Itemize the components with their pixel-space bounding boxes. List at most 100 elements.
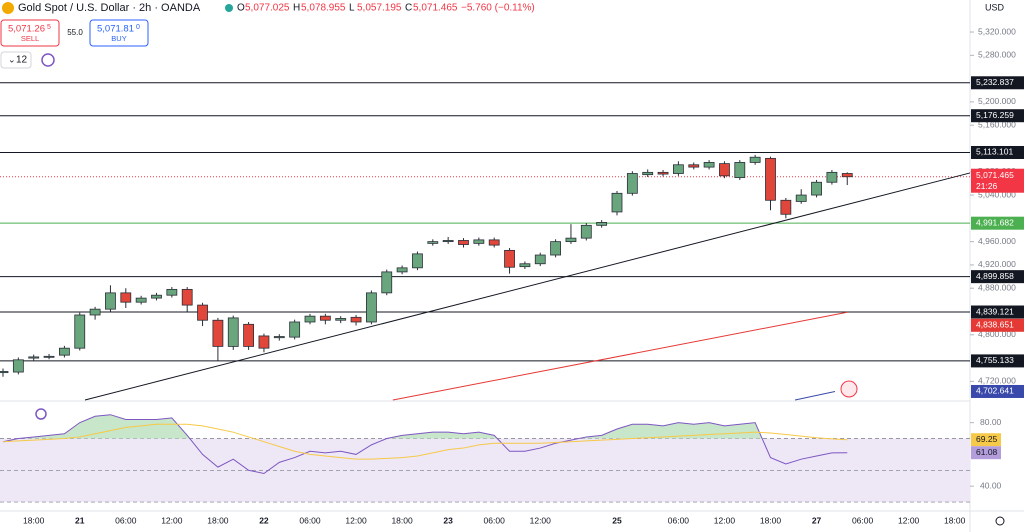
candle-body	[151, 294, 162, 299]
candle-body	[381, 271, 393, 294]
x-tick-label: 23	[443, 515, 453, 525]
candle-body	[166, 288, 178, 296]
candle-body	[43, 355, 55, 358]
level-label-box	[971, 305, 1024, 319]
sell-price: 5,071.26	[8, 24, 45, 35]
candle-body	[611, 192, 623, 213]
level-label: 4,899.858	[976, 271, 1014, 281]
candle-body	[442, 240, 454, 243]
x-tick-label: 12:00	[161, 515, 183, 525]
sell-button[interactable]	[0, 19, 60, 47]
x-tick-label: 06:00	[299, 515, 321, 525]
candle-body	[181, 288, 193, 306]
market-status	[225, 4, 233, 12]
candle-body	[319, 315, 331, 321]
rsi-value-label: 69.25	[976, 434, 998, 444]
sync-icon[interactable]	[41, 53, 55, 67]
settings-icon[interactable]	[995, 516, 1005, 526]
level-label-box	[971, 216, 1024, 230]
x-tick-label: 18:00	[944, 515, 966, 525]
rsi-sync-icon[interactable]	[35, 408, 47, 420]
candle-body	[243, 323, 255, 347]
rsi-value-label: 61.08	[976, 447, 998, 457]
candle-body	[657, 171, 669, 175]
line2-label: 4,702.641	[976, 386, 1014, 396]
y-tick-label: 5,040.000	[978, 189, 1016, 199]
y-tick-label: 4,720.000	[978, 376, 1016, 386]
candle-body	[504, 249, 515, 268]
candle-body	[580, 224, 592, 239]
ohlc-value: 5,057.195	[357, 3, 402, 14]
candle-body	[596, 222, 608, 226]
candle-body	[795, 194, 807, 202]
x-tick-label: 21	[75, 515, 85, 525]
candle-body	[626, 173, 638, 194]
rsi-tick-label: 40.00	[980, 480, 1002, 490]
x-tick-label: 06:00	[115, 515, 137, 525]
x-tick-label: 25	[612, 515, 622, 525]
candle-body	[765, 157, 776, 201]
candle-body	[212, 319, 224, 347]
x-tick-label: 18:00	[760, 515, 782, 525]
axis-labels: O 5,077.025 H 5,078.955 L 5,057.195 C 5,071.465…	[23, 3, 1024, 525]
indicator-line	[794, 390, 836, 401]
ohlc-key: H	[293, 3, 300, 14]
candle-body	[289, 321, 301, 338]
toggle-arrow: ⌄	[8, 54, 16, 64]
line2-label-box	[971, 384, 1024, 398]
buy-pip: 0	[136, 24, 140, 31]
rsi-value-box	[971, 446, 1001, 460]
candle-body	[105, 292, 116, 310]
candle-body	[74, 314, 86, 349]
buy-button[interactable]	[89, 19, 149, 47]
symbol-icon	[2, 2, 14, 14]
countdown: 21:26	[976, 181, 998, 191]
y-tick-label: 5,160.000	[978, 119, 1016, 129]
rsi-pane	[0, 414, 970, 503]
y-tick-label: 4,880.000	[978, 282, 1016, 292]
candle-body	[642, 171, 654, 176]
x-tick-label: 12:00	[345, 515, 367, 525]
trendline	[84, 172, 971, 401]
y-tick-label: 5,200.000	[978, 96, 1016, 106]
buy-label: BUY	[111, 34, 126, 43]
candle-body	[365, 292, 377, 323]
indicators-toggle[interactable]	[0, 51, 32, 69]
level-label-box	[971, 109, 1024, 123]
rsi-tick-label: 80.00	[980, 417, 1002, 427]
x-tick-label: 12:00	[898, 515, 920, 525]
candle-body	[719, 163, 730, 177]
candle-body	[28, 356, 40, 359]
candle-body	[135, 297, 147, 303]
candle-body	[396, 267, 408, 273]
rsi-line	[2, 414, 848, 475]
ma-label: 4,838.651	[976, 320, 1014, 330]
x-tick-label: 12:00	[714, 515, 736, 525]
rsi-ma-line	[2, 423, 848, 460]
x-tick-label: 27	[812, 515, 822, 525]
level-label: 4,755.133	[976, 355, 1014, 365]
candle-body	[350, 316, 362, 323]
x-tick-label: 06:00	[484, 515, 506, 525]
x-tick-label: 12:00	[530, 515, 552, 525]
level-label-box	[971, 145, 1024, 159]
x-tick-label: 18:00	[207, 515, 229, 525]
y-tick-label: 5,280.000	[978, 50, 1016, 60]
candle-body	[734, 162, 746, 178]
x-tick-label: 06:00	[668, 515, 690, 525]
candle-body	[458, 240, 469, 245]
rsi-value-box	[971, 433, 1001, 447]
change: −5.760 (−0.11%)	[461, 3, 535, 14]
level-label-box	[971, 354, 1024, 368]
event-icon[interactable]	[840, 380, 858, 398]
level-label: 4,991.682	[976, 217, 1014, 227]
candle-body	[565, 237, 577, 243]
candle-body	[227, 317, 239, 347]
candle-body	[673, 164, 684, 174]
candle-body	[258, 335, 270, 349]
y-tick-label: 4,800.000	[978, 329, 1016, 339]
ohlc-key: L	[349, 3, 355, 14]
candle-body	[427, 241, 439, 244]
candle-body	[841, 173, 853, 178]
candle-body	[780, 199, 792, 215]
